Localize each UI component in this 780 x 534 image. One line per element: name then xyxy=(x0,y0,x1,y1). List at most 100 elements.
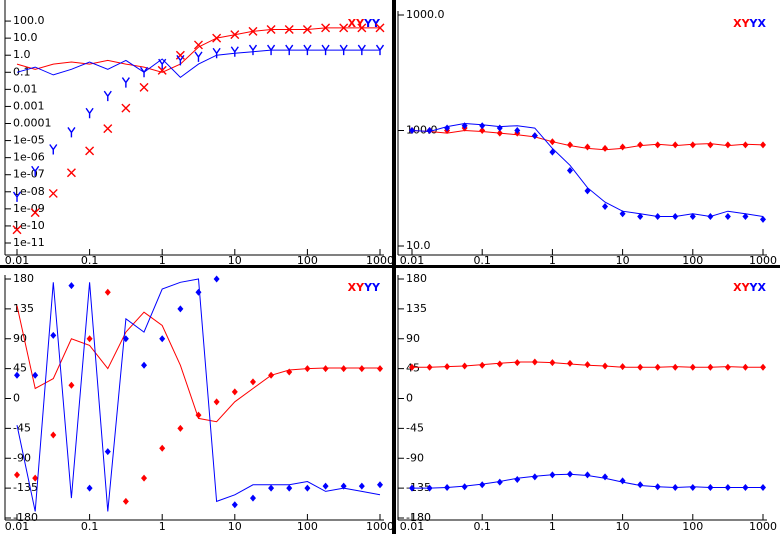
data-marker xyxy=(30,208,40,218)
data-marker xyxy=(230,30,240,40)
data-marker xyxy=(212,47,221,59)
data-marker xyxy=(266,25,276,35)
data-marker xyxy=(248,26,258,36)
data-marker xyxy=(566,167,573,175)
data-marker xyxy=(49,144,58,155)
y-tick-label: 0.1 xyxy=(13,65,31,78)
y-tick-label: 1e-07 xyxy=(13,168,45,181)
data-marker xyxy=(66,168,76,178)
y-tick-label: -90 xyxy=(406,451,424,464)
data-marker xyxy=(139,82,149,92)
data-marker xyxy=(321,23,331,33)
data-marker xyxy=(584,471,591,479)
data-marker xyxy=(358,482,365,490)
data-marker xyxy=(602,473,609,481)
data-marker xyxy=(357,44,366,56)
y-tick-label: -180 xyxy=(406,511,431,524)
legend-entry: XY xyxy=(348,281,365,294)
data-marker xyxy=(340,482,347,490)
y-tick-label: 0.0001 xyxy=(13,117,52,130)
data-marker xyxy=(549,148,556,156)
data-marker xyxy=(321,44,330,56)
data-marker xyxy=(760,141,766,149)
data-marker xyxy=(177,305,184,313)
data-marker xyxy=(549,471,556,479)
y-tick-label: 45 xyxy=(13,362,27,375)
data-marker xyxy=(531,358,538,366)
x-tick-label: 1000 xyxy=(366,520,394,533)
data-marker xyxy=(760,215,766,223)
data-marker xyxy=(549,138,556,146)
legend-entry: XY xyxy=(733,17,750,30)
data-marker xyxy=(122,497,129,505)
data-marker xyxy=(672,213,679,221)
x-tick-label: 100 xyxy=(682,254,703,267)
y-tick-label: 0.01 xyxy=(13,82,38,95)
data-marker xyxy=(426,127,433,134)
data-marker xyxy=(193,40,203,50)
data-marker xyxy=(304,484,311,492)
x-tick-label: 1 xyxy=(549,520,556,533)
data-marker xyxy=(121,77,130,88)
x-tick-label: 100 xyxy=(297,254,318,267)
data-marker xyxy=(584,143,591,151)
data-marker xyxy=(86,484,93,492)
y-tick-label: 1e-05 xyxy=(13,134,45,147)
data-marker xyxy=(654,213,661,221)
data-marker xyxy=(322,482,329,490)
data-marker xyxy=(707,213,714,221)
legend-entry: YX xyxy=(749,281,767,294)
data-marker xyxy=(340,365,347,373)
data-marker xyxy=(742,483,749,491)
data-marker xyxy=(268,484,275,492)
data-marker xyxy=(760,363,766,371)
data-marker xyxy=(68,381,75,389)
data-marker xyxy=(602,144,609,152)
data-marker xyxy=(50,431,57,439)
data-marker xyxy=(375,44,385,56)
data-marker xyxy=(566,359,573,367)
divider-horizontal xyxy=(0,265,780,268)
data-marker xyxy=(375,23,385,33)
data-marker xyxy=(285,44,294,56)
y-tick-label: -180 xyxy=(13,511,38,524)
data-marker xyxy=(724,483,731,491)
data-marker xyxy=(724,213,731,221)
y-tick-label: 10.0 xyxy=(406,239,431,252)
x-tick-label: 0.01 xyxy=(5,254,30,267)
y-tick-label: 180 xyxy=(13,272,34,285)
y-tick-label: 0 xyxy=(406,392,413,405)
data-marker xyxy=(14,371,20,379)
data-marker xyxy=(85,146,95,156)
x-tick-label: 1000 xyxy=(749,520,777,533)
data-marker xyxy=(549,359,556,367)
legend-entry: XY xyxy=(733,281,750,294)
data-marker xyxy=(426,363,433,371)
data-marker xyxy=(426,484,433,492)
data-marker xyxy=(50,331,57,339)
data-marker xyxy=(322,365,329,373)
data-marker xyxy=(103,124,113,134)
y-tick-label: 1.0 xyxy=(13,48,31,61)
data-marker xyxy=(268,371,275,379)
x-tick-label: 10 xyxy=(616,520,630,533)
data-marker xyxy=(637,213,644,221)
data-marker xyxy=(496,124,503,132)
data-marker xyxy=(231,388,238,396)
data-marker xyxy=(689,141,696,149)
data-marker xyxy=(302,25,312,35)
data-marker xyxy=(707,363,714,371)
data-marker xyxy=(195,411,202,419)
data-marker xyxy=(724,141,731,149)
x-tick-label: 0.1 xyxy=(81,520,99,533)
data-marker xyxy=(689,213,696,221)
data-marker xyxy=(159,335,166,343)
data-marker xyxy=(104,288,111,296)
data-marker xyxy=(479,127,486,134)
x-tick-label: 100 xyxy=(297,520,318,533)
x-tick-label: 100 xyxy=(682,520,703,533)
data-marker xyxy=(358,365,365,373)
data-marker xyxy=(230,46,239,57)
y-tick-label: 1e-08 xyxy=(13,185,45,198)
data-marker xyxy=(212,33,222,43)
